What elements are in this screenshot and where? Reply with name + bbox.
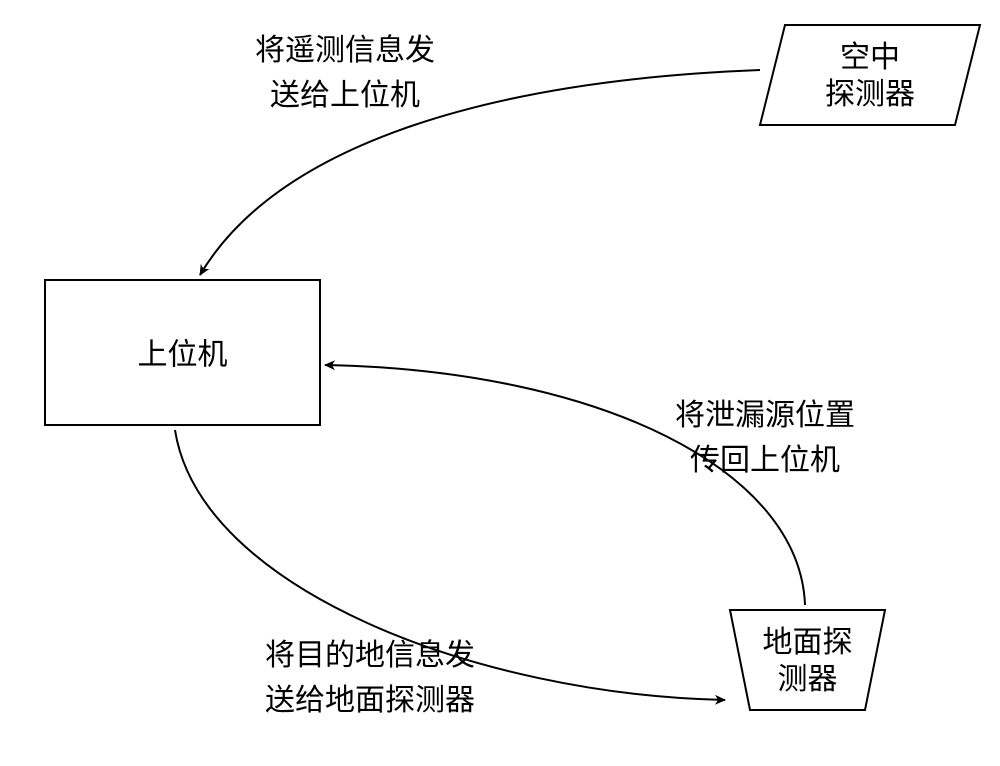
ground-detector-label: 测器: [778, 663, 838, 696]
ground-detector-label: 地面探: [763, 626, 853, 659]
aerial-to-host-label: 将遥测信息发: [255, 34, 435, 67]
host-to-ground-label: 送给地面探测器: [265, 684, 475, 717]
aerial-to-host-label: 送给上位机: [270, 79, 420, 112]
flowchart-diagram: 空中探测器上位机地面探测器 将遥测信息发送给上位机将目的地信息发送给地面探测器 将泄…: [0, 0, 1000, 766]
aerial-detector-label: 探测器: [825, 78, 915, 111]
ground-to-host-label: 将泄漏源位置: [675, 399, 855, 432]
host-to-ground-label: 将目的地信息发: [265, 639, 475, 672]
ground-to-host-label: 传回上位机: [690, 444, 840, 477]
host-label: 上位机: [138, 338, 228, 371]
aerial-detector-label: 空中: [840, 41, 900, 74]
